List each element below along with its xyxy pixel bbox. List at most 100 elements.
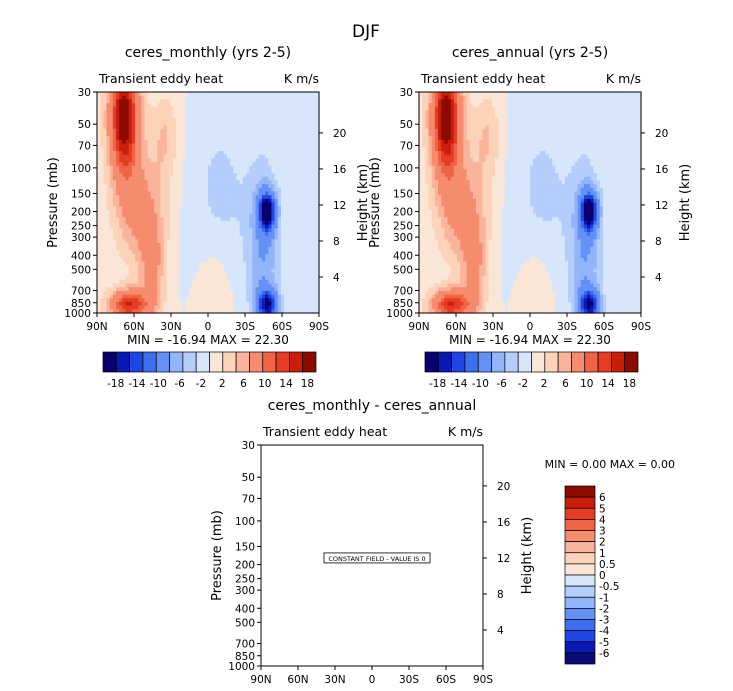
contour-cell	[135, 250, 139, 255]
contour-cell	[246, 158, 250, 163]
contour-cell	[227, 239, 231, 244]
contour-cell	[188, 243, 193, 248]
contour-cell	[252, 95, 257, 100]
contour-cell	[119, 121, 123, 126]
contour-cell	[309, 254, 314, 259]
contour-cell	[450, 239, 455, 244]
contour-cell	[157, 265, 162, 270]
contour-cell	[150, 187, 155, 193]
contour-cell	[450, 279, 455, 285]
contour-cell	[303, 117, 307, 123]
contour-cell	[315, 128, 320, 134]
contour-cell	[239, 136, 244, 141]
contour-cell	[303, 239, 307, 244]
contour-cell	[220, 243, 225, 248]
contour-cell	[106, 198, 111, 204]
contour-cell	[261, 294, 266, 299]
contour-cell	[192, 117, 196, 123]
contour-cell	[125, 272, 130, 277]
contour-cell	[195, 298, 200, 303]
contour-cell	[97, 298, 101, 303]
contour-cell	[284, 195, 288, 200]
contour-cell	[306, 213, 311, 218]
contour-cell	[422, 283, 426, 288]
contour-cell	[434, 169, 439, 174]
contour-cell	[163, 265, 168, 270]
contour-cell	[450, 176, 455, 181]
contour-cell	[296, 298, 301, 303]
contour-cell	[100, 309, 104, 314]
panel-ceres-monthly: ceres_monthly (yrs 2-5)Transient eddy he…	[46, 45, 371, 390]
contour-cell	[261, 150, 266, 156]
contour-cell	[233, 257, 238, 263]
contour-cell	[265, 158, 269, 163]
contour-cell	[116, 180, 120, 185]
contour-cell	[211, 95, 215, 100]
contour-cell	[255, 184, 260, 189]
contour-cell	[428, 243, 433, 248]
contour-cell	[131, 287, 136, 292]
contour-cell	[447, 305, 452, 310]
contour-cell	[444, 191, 449, 196]
contour-cell	[100, 246, 104, 251]
contour-cell	[109, 213, 114, 218]
contour-cell	[173, 228, 177, 233]
contour-cell	[453, 202, 458, 207]
contour-cell	[453, 165, 458, 170]
contour-cell	[119, 161, 123, 167]
contour-cell	[233, 158, 238, 163]
contour-cell	[246, 301, 250, 307]
contour-cell	[309, 161, 314, 167]
contour-cell	[163, 268, 168, 274]
contour-cell	[198, 206, 203, 211]
contour-cell	[220, 301, 225, 307]
contour-cell	[233, 239, 238, 244]
contour-cell	[176, 187, 181, 193]
contour-cell	[116, 125, 120, 130]
contour-cell	[239, 213, 244, 218]
contour-cell	[428, 99, 433, 104]
contour-cell	[188, 261, 193, 266]
contour-cell	[112, 158, 117, 163]
contour-cell	[265, 180, 269, 185]
contour-cell	[258, 180, 263, 185]
contour-cell	[150, 173, 155, 178]
contour-cell	[290, 139, 295, 145]
contour-cell	[208, 92, 212, 97]
contour-cell	[255, 279, 260, 285]
contour-cell	[280, 254, 285, 259]
contour-cell	[447, 239, 452, 244]
contour-cell	[236, 158, 241, 163]
contour-cell	[119, 283, 123, 288]
contour-cell	[280, 213, 285, 218]
contour-cell	[425, 202, 430, 207]
contour-cell	[135, 139, 139, 145]
contour-cell	[252, 121, 257, 126]
contour-cell	[204, 301, 209, 307]
contour-cell	[255, 136, 260, 141]
contour-cell	[150, 294, 155, 299]
contour-cell	[287, 298, 292, 303]
contour-cell	[154, 165, 158, 170]
contour-cell	[208, 165, 212, 170]
contour-cell	[277, 117, 282, 123]
contour-cell	[444, 309, 449, 314]
contour-cell	[208, 136, 212, 141]
contour-cell	[293, 117, 298, 123]
contour-cell	[150, 298, 155, 303]
contour-cell	[233, 117, 238, 123]
contour-cell	[116, 184, 120, 189]
contour-cell	[185, 250, 190, 255]
contour-cell	[119, 150, 123, 156]
contour-cell	[306, 128, 311, 134]
contour-cell	[441, 261, 445, 266]
contour-cell	[147, 169, 152, 174]
contour-cell	[255, 139, 260, 145]
contour-cell	[179, 150, 184, 156]
contour-cell	[293, 294, 298, 299]
contour-cell	[119, 187, 123, 193]
contour-cell	[268, 294, 273, 299]
contour-cell	[163, 294, 168, 299]
contour-cell	[261, 213, 266, 218]
contour-cell	[182, 290, 187, 296]
